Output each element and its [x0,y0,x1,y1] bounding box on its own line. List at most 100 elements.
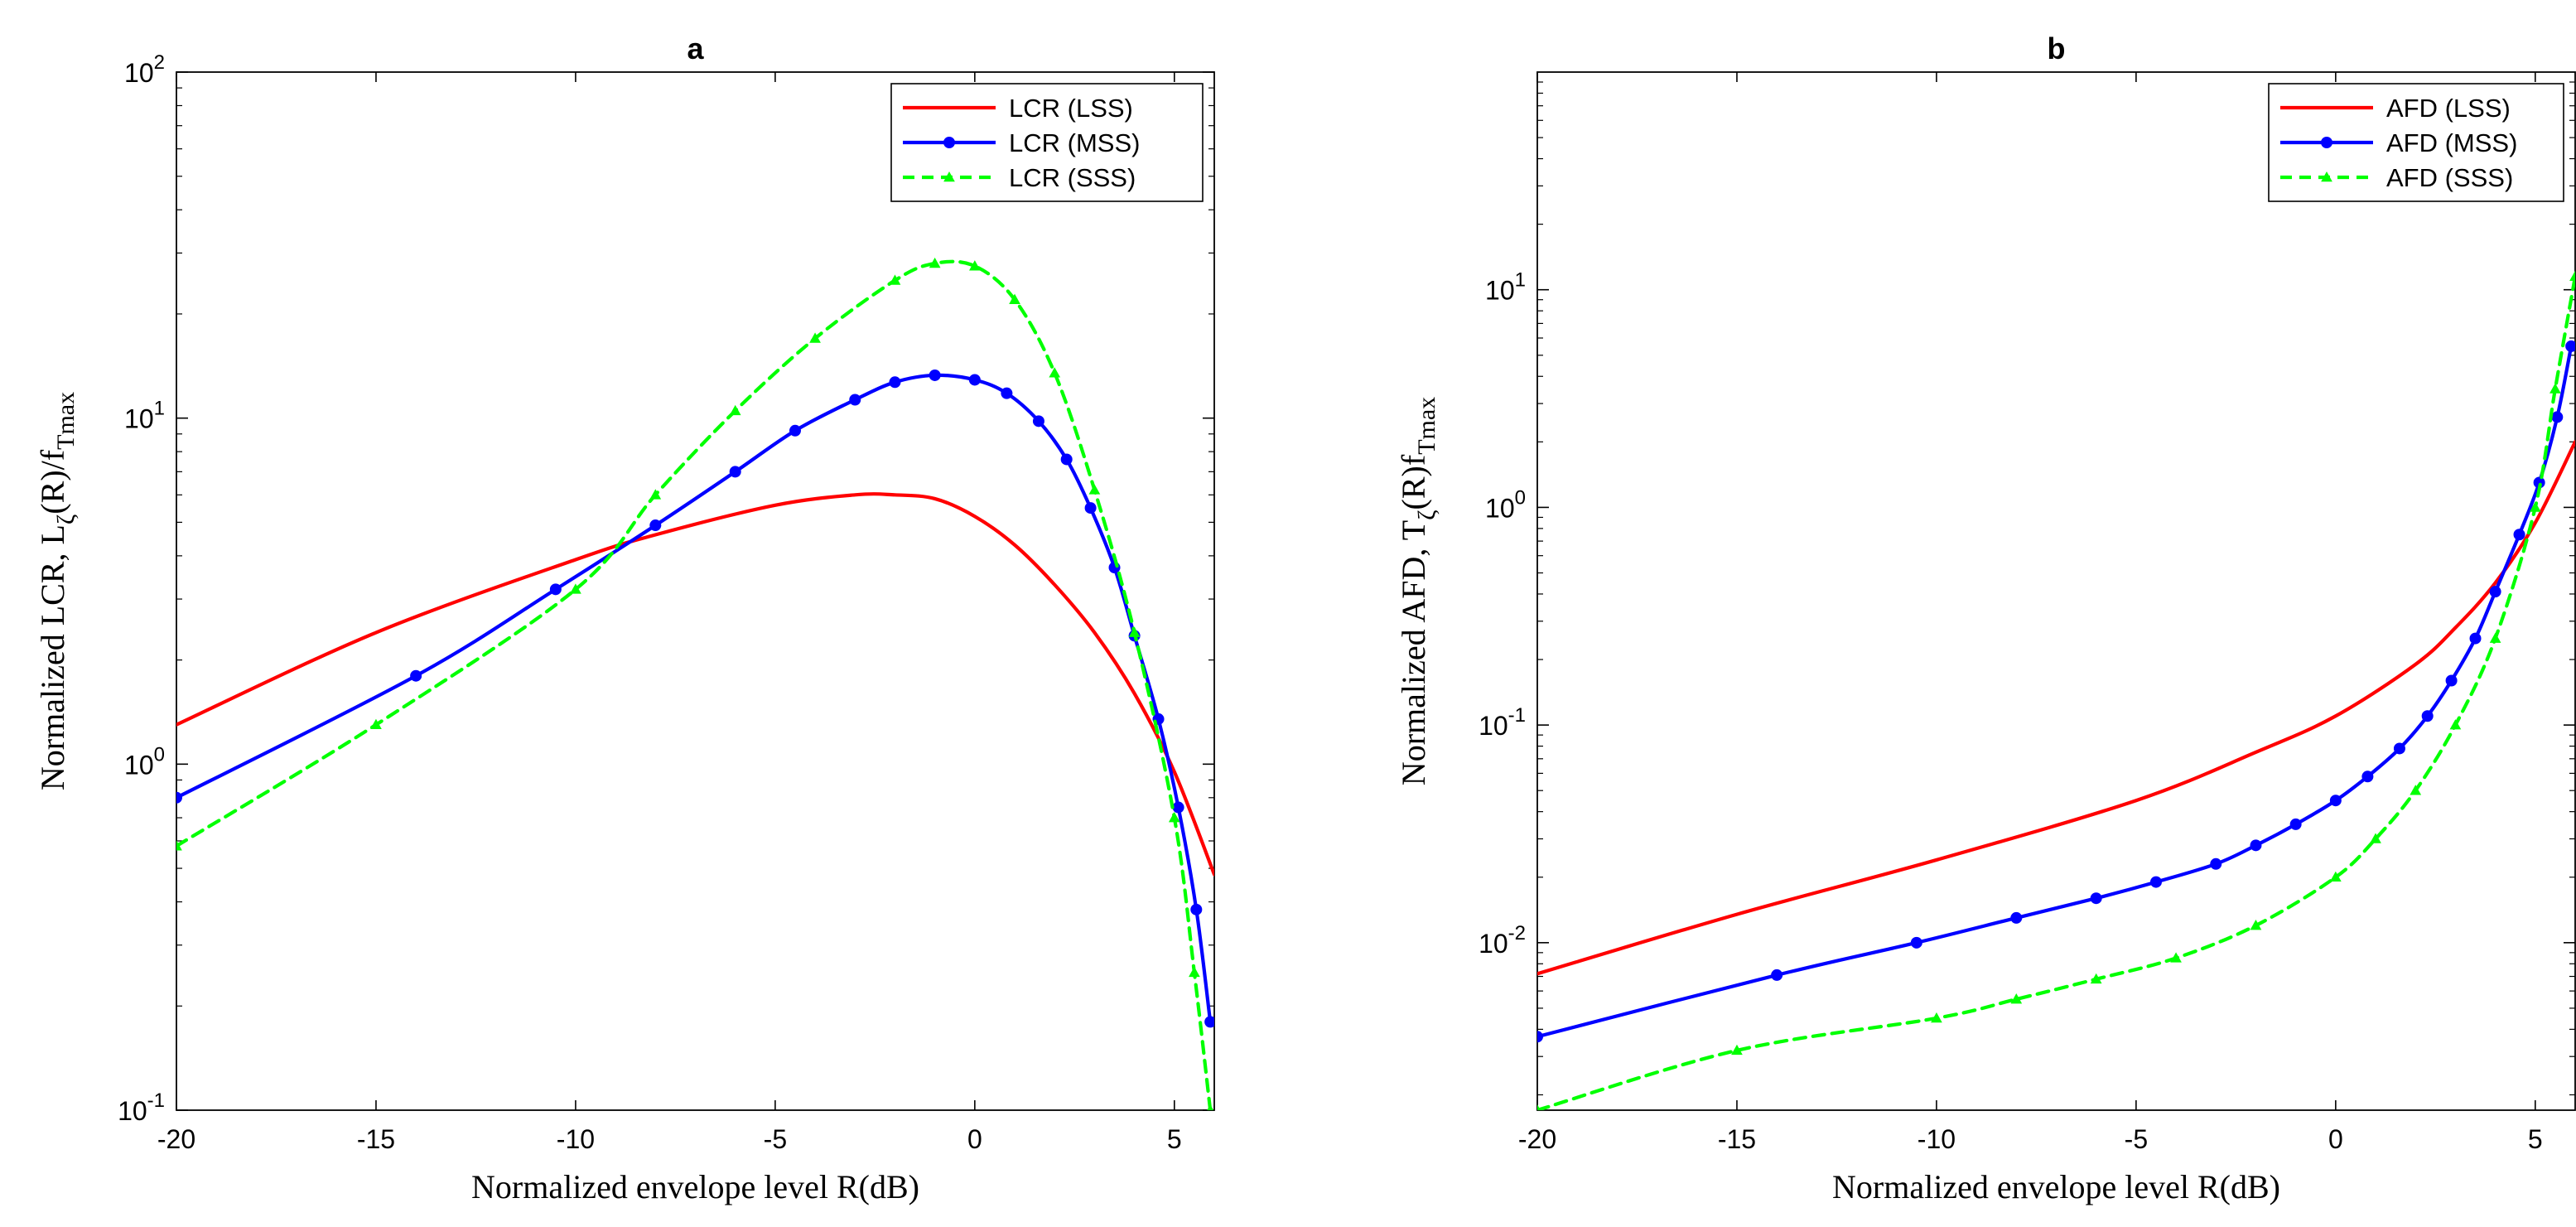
y-tick-exponent: 2 [154,51,165,74]
data-point [1060,453,1073,466]
data-point [2329,871,2342,882]
y-label-sub: Tmax [52,392,80,450]
data-point [2321,171,2332,182]
y-tick-label: 10-2 [1479,922,1526,959]
y-tick-base: 10 [118,1096,147,1126]
y-label-main: Normalized AFD, T [1395,520,1432,785]
data-point [729,466,741,478]
legend: LCR (LSS) LCR (MSS) LCR (SSS) [890,83,1204,202]
data-point [1537,1104,1541,1110]
y-tick-base: 10 [1485,276,1515,306]
data-point [2370,833,2381,843]
y-axis-label: Normalized AFD, Tζ(R)fTmax [1395,397,1440,785]
y-tick-base: 10 [124,404,154,434]
x-tick-label: -5 [2125,1124,2148,1154]
y-tick-label: 10-1 [118,1089,165,1126]
x-tick-label: -15 [357,1124,395,1154]
data-point [2469,632,2482,645]
data-point [1207,1104,1214,1110]
legend-entry: AFD (LSS) [2386,94,2511,123]
data-point [2361,770,2374,783]
chart-title: b [2048,31,2066,65]
data-point [649,519,662,532]
data-point [2321,137,2332,148]
legend-entry: AFD (SSS) [2386,163,2513,192]
plot-area [176,257,1214,1110]
legend-entry: AFD (MSS) [2386,128,2517,157]
data-point [176,791,182,804]
data-point [1128,626,1141,637]
y-tick-exponent: -1 [147,1089,165,1112]
x-tick-label: 5 [1167,1124,1182,1154]
data-point [1001,387,1013,399]
data-point [789,424,801,437]
data-point [943,137,955,148]
data-point [2170,952,2182,963]
x-tick-label: -15 [1718,1124,1756,1154]
data-point [1049,367,1061,378]
data-point [176,840,182,851]
data-point [2551,411,2564,423]
x-axis-label: Normalized envelope level R(dB) [1832,1168,2280,1205]
data-point [2289,818,2302,830]
y-tick-base: 10 [1479,929,1508,959]
data-point [570,583,581,594]
data-point [1189,966,1200,978]
x-tick-label: -20 [157,1124,195,1154]
x-tick-label: -5 [764,1124,787,1154]
y-label-sub: ζ [1413,510,1440,519]
data-point [649,489,662,500]
data-point [1204,1016,1214,1028]
data-point [2569,270,2575,282]
legend: AFD (LSS) AFD (MSS) AFD (SSS) [2268,83,2564,202]
data-point [2410,785,2422,795]
data-point [729,404,741,416]
data-point [2513,529,2525,541]
data-point [1910,936,1922,949]
data-point [2449,719,2462,730]
y-tick-base: 10 [1485,493,1515,523]
data-point [1771,969,1783,981]
data-point [849,394,861,406]
legend-box [890,83,1204,202]
y-label-mid: (R)/f [34,449,71,514]
plot-area [1537,270,2575,1110]
axes-frame [176,71,1215,1111]
data-point [2090,973,2102,984]
data-point [968,374,981,386]
data-point [1931,1012,1942,1023]
x-tick-label: -10 [557,1124,595,1154]
y-tick-exponent: 1 [154,398,165,420]
data-point [2090,892,2102,905]
y-tick-base: 10 [124,58,154,88]
data-point [2010,911,2023,924]
data-point [549,583,562,596]
y-tick-exponent: 1 [1515,269,1526,292]
data-point [1032,415,1044,428]
data-point [410,669,422,682]
data-point [2149,876,2162,888]
data-point [2329,795,2342,807]
legend-entry: LCR (MSS) [1009,128,1140,157]
y-axis-label: Normalized LCR, Lζ(R)/fTmax [34,392,80,790]
data-point [370,718,382,730]
y-tick-label: 101 [124,398,165,434]
data-point [929,369,941,381]
y-label-main: Normalized LCR, L [34,524,71,790]
y-label-sub: ζ [52,514,80,524]
y-tick-label: 10-1 [1479,704,1526,741]
y-label-mid: (R)f [1395,454,1432,510]
chart-title: a [687,31,704,65]
data-point [943,171,955,182]
series-line-1 [1537,440,2575,976]
data-point [929,257,941,268]
y-tick-label: 100 [1485,486,1526,523]
data-point [889,274,901,285]
data-point [1190,903,1203,915]
data-point [2489,586,2501,598]
y-tick-exponent: -2 [1508,922,1526,944]
data-point [2529,501,2541,512]
legend-entry: LCR (LSS) [1009,94,1133,123]
data-point [1088,484,1101,495]
